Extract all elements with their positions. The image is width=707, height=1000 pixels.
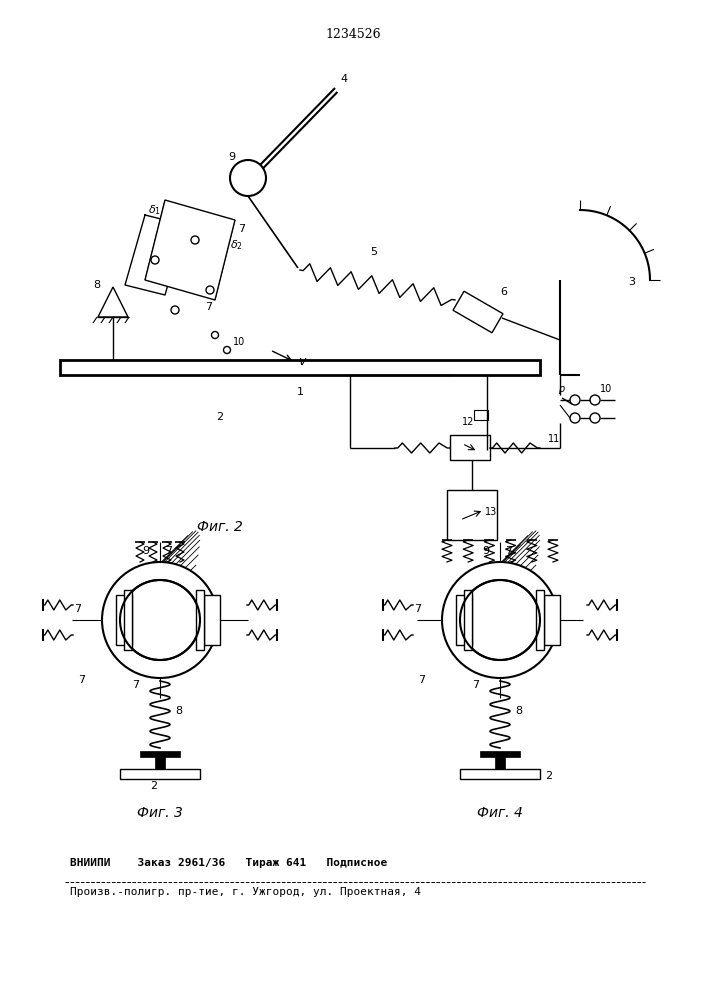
- Bar: [450, 435, 490, 460]
- Circle shape: [452, 495, 492, 535]
- Bar: [460, 769, 540, 779]
- Text: 7: 7: [165, 546, 172, 556]
- Bar: [120, 769, 200, 779]
- Bar: [140, 751, 180, 757]
- Text: 2: 2: [150, 781, 157, 791]
- Circle shape: [460, 580, 540, 660]
- Text: v: v: [298, 355, 305, 368]
- Text: ВНИИПИ    Заказ 2961/36   Тираж 641   Подписное: ВНИИПИ Заказ 2961/36 Тираж 641 Подписное: [70, 858, 387, 868]
- Text: $\delta_1$: $\delta_1$: [148, 203, 161, 217]
- Bar: [544, 595, 560, 645]
- Polygon shape: [145, 200, 235, 300]
- Text: 4: 4: [340, 74, 347, 84]
- Text: p: p: [558, 384, 564, 394]
- Text: 8: 8: [93, 280, 100, 290]
- Text: Нд/ев: Нд/ев: [178, 627, 211, 637]
- Text: 8: 8: [175, 706, 182, 716]
- Bar: [474, 410, 488, 420]
- Text: 9: 9: [482, 546, 489, 556]
- Text: 7: 7: [74, 604, 81, 614]
- Text: 7: 7: [238, 224, 245, 234]
- Circle shape: [191, 236, 199, 244]
- Text: 10: 10: [600, 384, 612, 394]
- Polygon shape: [453, 291, 503, 333]
- Text: 6: 6: [500, 287, 507, 297]
- Text: Произв.-полигр. пр-тие, г. Ужгород, ул. Проектная, 4: Произв.-полигр. пр-тие, г. Ужгород, ул. …: [70, 887, 421, 897]
- Bar: [155, 757, 165, 769]
- Text: 7: 7: [205, 302, 212, 312]
- Bar: [495, 757, 505, 769]
- Text: 7: 7: [132, 680, 139, 690]
- Bar: [60, 360, 540, 375]
- Text: $\delta_2$: $\delta_2$: [230, 238, 243, 252]
- Text: 5: 5: [370, 247, 377, 257]
- Text: Фиг. 2: Фиг. 2: [197, 520, 243, 534]
- Polygon shape: [98, 287, 128, 317]
- Circle shape: [120, 580, 200, 660]
- Text: 1: 1: [296, 387, 303, 397]
- Circle shape: [151, 256, 159, 264]
- Text: 7: 7: [472, 680, 479, 690]
- Text: 2: 2: [545, 771, 552, 781]
- Bar: [124, 590, 132, 650]
- Bar: [196, 590, 204, 650]
- Text: 8: 8: [515, 706, 522, 716]
- Text: Фиг. 3: Фиг. 3: [137, 806, 183, 820]
- Circle shape: [102, 562, 218, 678]
- Bar: [447, 490, 497, 540]
- Text: 9: 9: [142, 546, 149, 556]
- Text: 12: 12: [462, 417, 474, 427]
- Text: 2: 2: [216, 412, 223, 422]
- Text: 3: 3: [628, 277, 635, 287]
- Bar: [116, 595, 132, 645]
- Bar: [464, 590, 472, 650]
- Text: 7: 7: [505, 546, 512, 556]
- Circle shape: [230, 160, 266, 196]
- Text: 1234526: 1234526: [325, 28, 381, 41]
- Text: 7: 7: [418, 675, 425, 685]
- Bar: [456, 595, 472, 645]
- Bar: [536, 590, 544, 650]
- Text: 13: 13: [485, 507, 497, 517]
- Text: Фиг. 4: Фиг. 4: [477, 806, 523, 820]
- Circle shape: [171, 306, 179, 314]
- Text: 11: 11: [548, 434, 560, 444]
- Text: 9: 9: [228, 152, 235, 162]
- Text: 10: 10: [233, 337, 245, 347]
- Text: 7: 7: [414, 604, 421, 614]
- Circle shape: [442, 562, 558, 678]
- Bar: [204, 595, 220, 645]
- Bar: [480, 751, 520, 757]
- Circle shape: [206, 286, 214, 294]
- Text: 7: 7: [78, 675, 85, 685]
